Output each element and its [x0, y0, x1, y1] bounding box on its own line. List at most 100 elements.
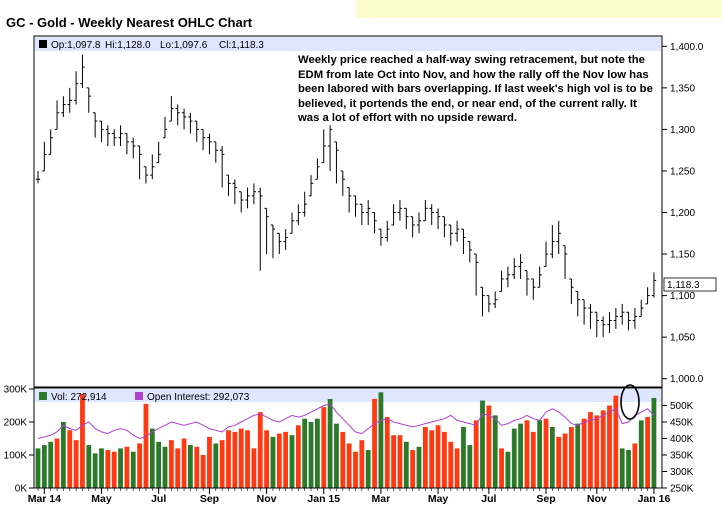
volume-bar [359, 440, 365, 488]
ohlc-bar [156, 141, 161, 164]
ohlc-bar [639, 299, 644, 317]
price-bars [35, 54, 657, 338]
volume-bar [194, 446, 200, 488]
ohlc-bar [340, 170, 345, 196]
volume-bar [321, 407, 327, 488]
ohlc-bar [169, 96, 174, 122]
ohlc-bar [410, 216, 415, 238]
time-x-axis: Mar 14 May Jul Sep Nov Jan 15 Mar May Jul Sep Nov J… [28, 487, 670, 505]
volume-bar [181, 438, 187, 488]
volume-bar [111, 451, 117, 488]
volume-bar [372, 398, 377, 488]
ohlc-bar [581, 299, 587, 325]
ohlc-bar [302, 191, 307, 217]
volume-bar [619, 448, 625, 488]
price-tick-label: 1,100 [670, 291, 695, 302]
volume-bar [283, 431, 289, 488]
ohlc-bar [353, 195, 358, 217]
volume-bar [613, 395, 619, 488]
oi-tick-label: 450K [670, 418, 694, 429]
volume-bar [448, 441, 454, 488]
volume-bar [162, 446, 168, 488]
last-price-box [663, 277, 717, 292]
ohlc-bar [219, 146, 225, 188]
volume-bar [461, 426, 466, 488]
ohlc-bar [105, 125, 111, 147]
volume-bar [99, 448, 104, 488]
volume-bar [645, 417, 650, 488]
volume-bar [518, 423, 523, 488]
volume-bar [467, 445, 473, 488]
volume-bar [581, 418, 587, 488]
ohlc-bar [620, 303, 625, 325]
ohlc-bar [569, 278, 574, 304]
ohlc-bar [283, 229, 288, 250]
ohlc-bar [366, 200, 371, 225]
ohlc-bar [378, 228, 384, 246]
price-header-band [35, 37, 661, 51]
volume-bar [232, 431, 238, 488]
volume-bar [429, 430, 435, 488]
volume-bar [486, 405, 492, 488]
ohlc-bar [391, 204, 396, 226]
ohlc-bar [194, 120, 199, 142]
volume-bar [651, 397, 657, 488]
oi-tick-label: 250K [670, 484, 694, 495]
volume-bar [632, 443, 638, 488]
volume-tick-label: 300K [4, 385, 28, 396]
ohlc-bar [359, 203, 365, 225]
oi-tick-label: 300K [670, 467, 694, 478]
ohlc-bar [473, 253, 479, 296]
ohlc-bar [524, 270, 530, 296]
ohlc-bar [188, 112, 193, 134]
ohlc-bar [143, 166, 149, 184]
x-tick-label: May [428, 493, 449, 505]
ohlc-bar [226, 174, 231, 196]
volume-bar [86, 445, 92, 488]
volume-bar [543, 418, 549, 488]
x-tick-label: Jan 15 [307, 493, 340, 505]
volume-bar [67, 430, 73, 488]
volume-bar [569, 426, 574, 488]
ohlc-bar [48, 129, 53, 155]
volume-bar [35, 448, 41, 488]
ohlc-bar [575, 290, 580, 317]
volume-bar [276, 433, 282, 488]
open-interest-line [37, 403, 655, 440]
x-tick-label: Jul [481, 493, 496, 505]
x-tick-label: Sep [536, 493, 555, 505]
oi-legend-swatch [135, 392, 143, 400]
ohlc-bar [651, 272, 657, 298]
volume-bar [499, 448, 504, 488]
volume-bars [35, 392, 657, 488]
ohlc-bar [54, 100, 60, 130]
volume-bar [353, 451, 358, 488]
ohlc-bar [327, 125, 333, 171]
volume-bar [168, 440, 174, 488]
ohlc-bar [550, 224, 555, 259]
volume-bar [302, 418, 308, 488]
ohlc-bar [162, 116, 168, 139]
volume-tick-label: 0K [15, 484, 28, 495]
ohlc-bar [131, 137, 136, 159]
volume-bar [511, 428, 517, 488]
volume-bar [454, 448, 460, 488]
volume-bar [575, 423, 581, 488]
price-y-axis: 1,000.0 1,050 1,100 1,150 1,200 1,250 1,300 1,3… [662, 42, 704, 385]
ohlc-bar [442, 216, 447, 238]
volume-bar [397, 435, 403, 488]
ohlc-bar [404, 207, 409, 230]
volume-bar [549, 426, 555, 488]
volume-bar [384, 417, 390, 488]
volume-bar [594, 415, 600, 488]
volume-bar [219, 440, 225, 488]
x-tick-label: Sep [200, 493, 219, 505]
ohlc-bar [372, 212, 377, 234]
volume-bar [188, 445, 193, 488]
ohlc-bar [258, 187, 263, 271]
volume-bar [270, 436, 276, 488]
ohlc-bar [385, 220, 390, 242]
x-tick-label: Nov [257, 493, 277, 505]
volume-highlight-ellipse [620, 384, 640, 420]
